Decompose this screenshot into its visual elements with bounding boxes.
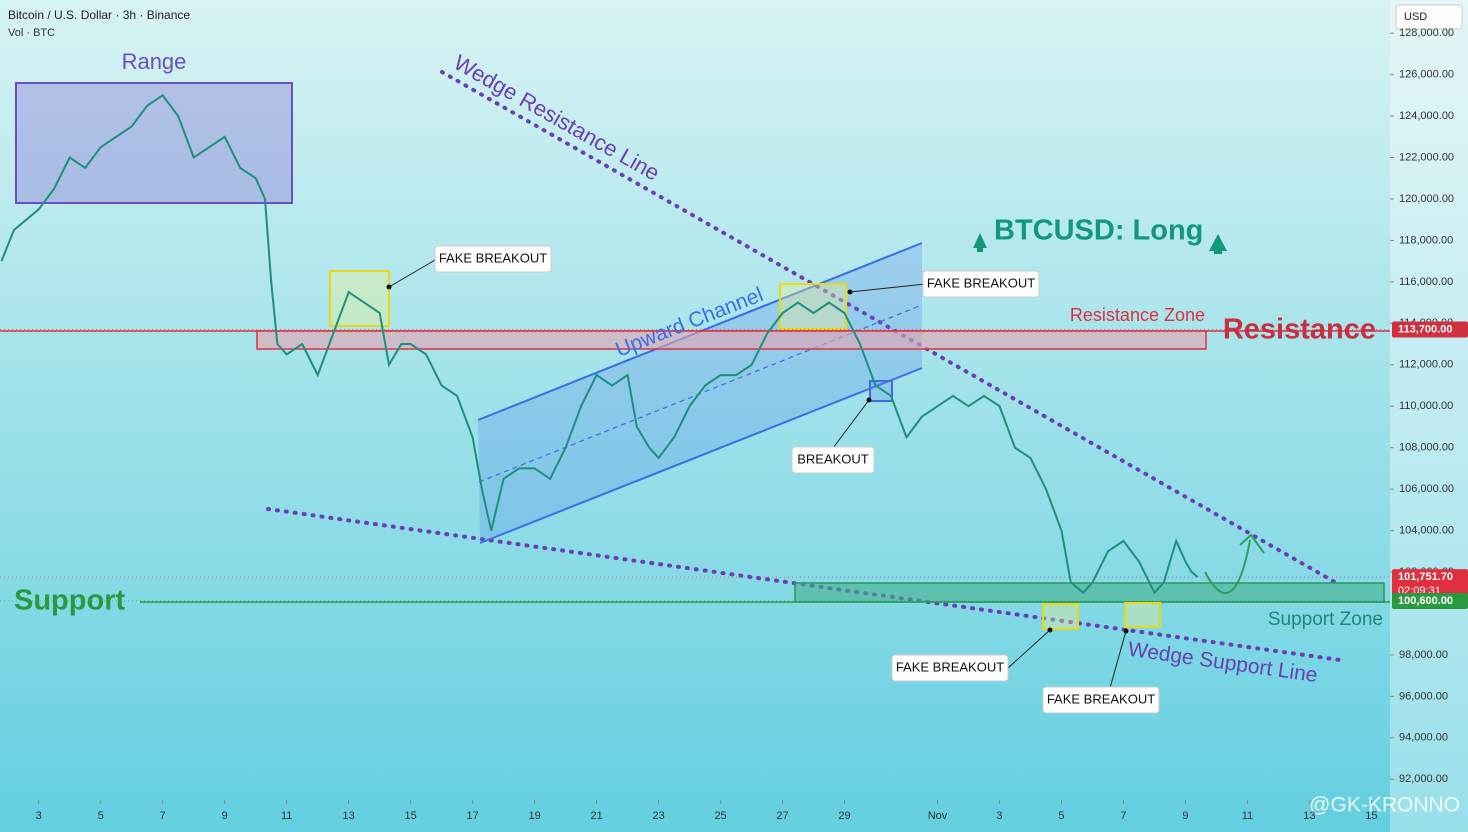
y-tick-label: 98,000.00 bbox=[1399, 649, 1448, 661]
x-tick-label: 25 bbox=[714, 810, 726, 822]
x-tick-label: 5 bbox=[98, 810, 104, 822]
x-tick-label: 13 bbox=[343, 810, 355, 822]
price-label-box bbox=[1392, 569, 1468, 600]
price-label: 100,600.00 bbox=[1398, 595, 1453, 607]
watermark: @GK-KRONNO bbox=[1309, 794, 1460, 817]
callout bbox=[891, 654, 1009, 682]
x-tick-label: 11 bbox=[281, 810, 292, 822]
x-tick-label: 15 bbox=[1365, 810, 1377, 822]
y-tick-label: 110,000.00 bbox=[1399, 400, 1453, 412]
up-arrow bbox=[1209, 234, 1227, 254]
callout-text: FAKE BREAKOUT bbox=[1047, 691, 1155, 706]
x-tick-label: 3 bbox=[36, 810, 42, 822]
support-zone bbox=[794, 582, 1385, 603]
leader bbox=[1007, 629, 1051, 669]
y-tick-label: 96,000.00 bbox=[1399, 690, 1448, 702]
y-tick-label: 106,000.00 bbox=[1399, 483, 1454, 495]
x-tick-label: 5 bbox=[1058, 810, 1064, 822]
price-line bbox=[0, 93, 1199, 595]
leader bbox=[849, 283, 926, 293]
y-tick-label: 126,000.00 bbox=[1399, 69, 1454, 81]
x-tick-label: 11 bbox=[1242, 810, 1253, 822]
price-label-box bbox=[1392, 593, 1468, 610]
x-tick-label: 21 bbox=[590, 810, 602, 822]
y-tick-label: 128,000.00 bbox=[1399, 27, 1454, 39]
x-tick-label: 29 bbox=[838, 810, 850, 822]
callout-text: FAKE BREAKOUT bbox=[439, 250, 547, 265]
y-tick-label: 124,000.00 bbox=[1399, 110, 1454, 122]
y-tick-label: 112,000.00 bbox=[1399, 359, 1453, 371]
dot bbox=[386, 284, 392, 290]
callout bbox=[434, 245, 552, 273]
leader bbox=[388, 259, 436, 288]
dot bbox=[1047, 627, 1053, 633]
annotation: Range bbox=[122, 49, 187, 74]
callout bbox=[922, 270, 1040, 298]
x-tick-label: 9 bbox=[1182, 810, 1188, 822]
x-tick-label: 7 bbox=[1120, 810, 1126, 822]
callout bbox=[791, 446, 875, 474]
x-tick-label: 13 bbox=[1303, 810, 1315, 822]
x-tick-label: 17 bbox=[467, 810, 479, 822]
wedge-resistance-line bbox=[440, 70, 1342, 587]
x-tick-label: 3 bbox=[996, 810, 1002, 822]
callout-boxes bbox=[434, 245, 1160, 714]
y-tick-label: 94,000.00 bbox=[1399, 732, 1448, 744]
leaders bbox=[388, 259, 1127, 689]
x-tick-label: 23 bbox=[652, 810, 664, 822]
y-tick-label: 118,000.00 bbox=[1399, 234, 1453, 246]
highlight-box bbox=[1042, 603, 1079, 630]
up-arrow bbox=[973, 233, 987, 252]
leader-dots bbox=[386, 284, 1129, 634]
x-tick-label: 7 bbox=[160, 810, 166, 822]
y-tick-label: 92,000.00 bbox=[1399, 773, 1448, 785]
callout-text: FAKE BREAKOUT bbox=[896, 659, 1004, 674]
y-tick-label: 108,000.00 bbox=[1399, 442, 1454, 454]
y-tick-label: 120,000.00 bbox=[1399, 193, 1454, 205]
currency[interactable]: USD bbox=[1404, 11, 1427, 23]
plot bbox=[0, 93, 1199, 595]
dot bbox=[866, 397, 872, 403]
x-tick-label: 19 bbox=[528, 810, 540, 822]
channel-bottom bbox=[479, 367, 923, 544]
leader bbox=[1109, 630, 1127, 689]
price-label-box bbox=[1392, 321, 1468, 338]
volume-label: Vol · BTC bbox=[8, 27, 55, 39]
callout-text: BREAKOUT bbox=[797, 451, 869, 466]
breakout-box bbox=[869, 380, 893, 402]
callout-text: FAKE BREAKOUT bbox=[927, 275, 1035, 290]
y-tick-label: 122,000.00 bbox=[1399, 151, 1454, 163]
price-label: 113,700.00 bbox=[1398, 323, 1452, 335]
x-tick-label: 27 bbox=[776, 810, 788, 822]
dot bbox=[1123, 628, 1129, 634]
projection-arrow-head bbox=[1239, 533, 1265, 554]
annotation: BTCUSD: Long bbox=[994, 215, 1203, 247]
resistance-zone bbox=[256, 330, 1207, 350]
y-tick-label: 104,000.00 bbox=[1399, 524, 1454, 536]
highlight-box bbox=[1124, 602, 1161, 628]
annotation: Resistance Zone bbox=[1070, 305, 1205, 325]
y-tick-label: 116,000.00 bbox=[1399, 276, 1453, 288]
symbol-title: Bitcoin / U.S. Dollar · 3h · Binance bbox=[8, 8, 190, 22]
price-label: 101,751.70 bbox=[1398, 571, 1453, 583]
callout bbox=[1042, 686, 1160, 714]
range-box bbox=[15, 82, 293, 204]
leader bbox=[832, 399, 870, 449]
annotation: Support Zone bbox=[1268, 609, 1383, 630]
currency-button[interactable] bbox=[1395, 4, 1463, 30]
x-tick-label: 9 bbox=[222, 810, 228, 822]
price-scale bbox=[1390, 0, 1468, 832]
annotation: Resistance bbox=[1223, 314, 1376, 346]
dot bbox=[847, 289, 853, 295]
x-tick-label: Nov bbox=[928, 810, 948, 822]
projection-arrow bbox=[1204, 539, 1251, 595]
x-tick-label: 15 bbox=[405, 810, 417, 822]
